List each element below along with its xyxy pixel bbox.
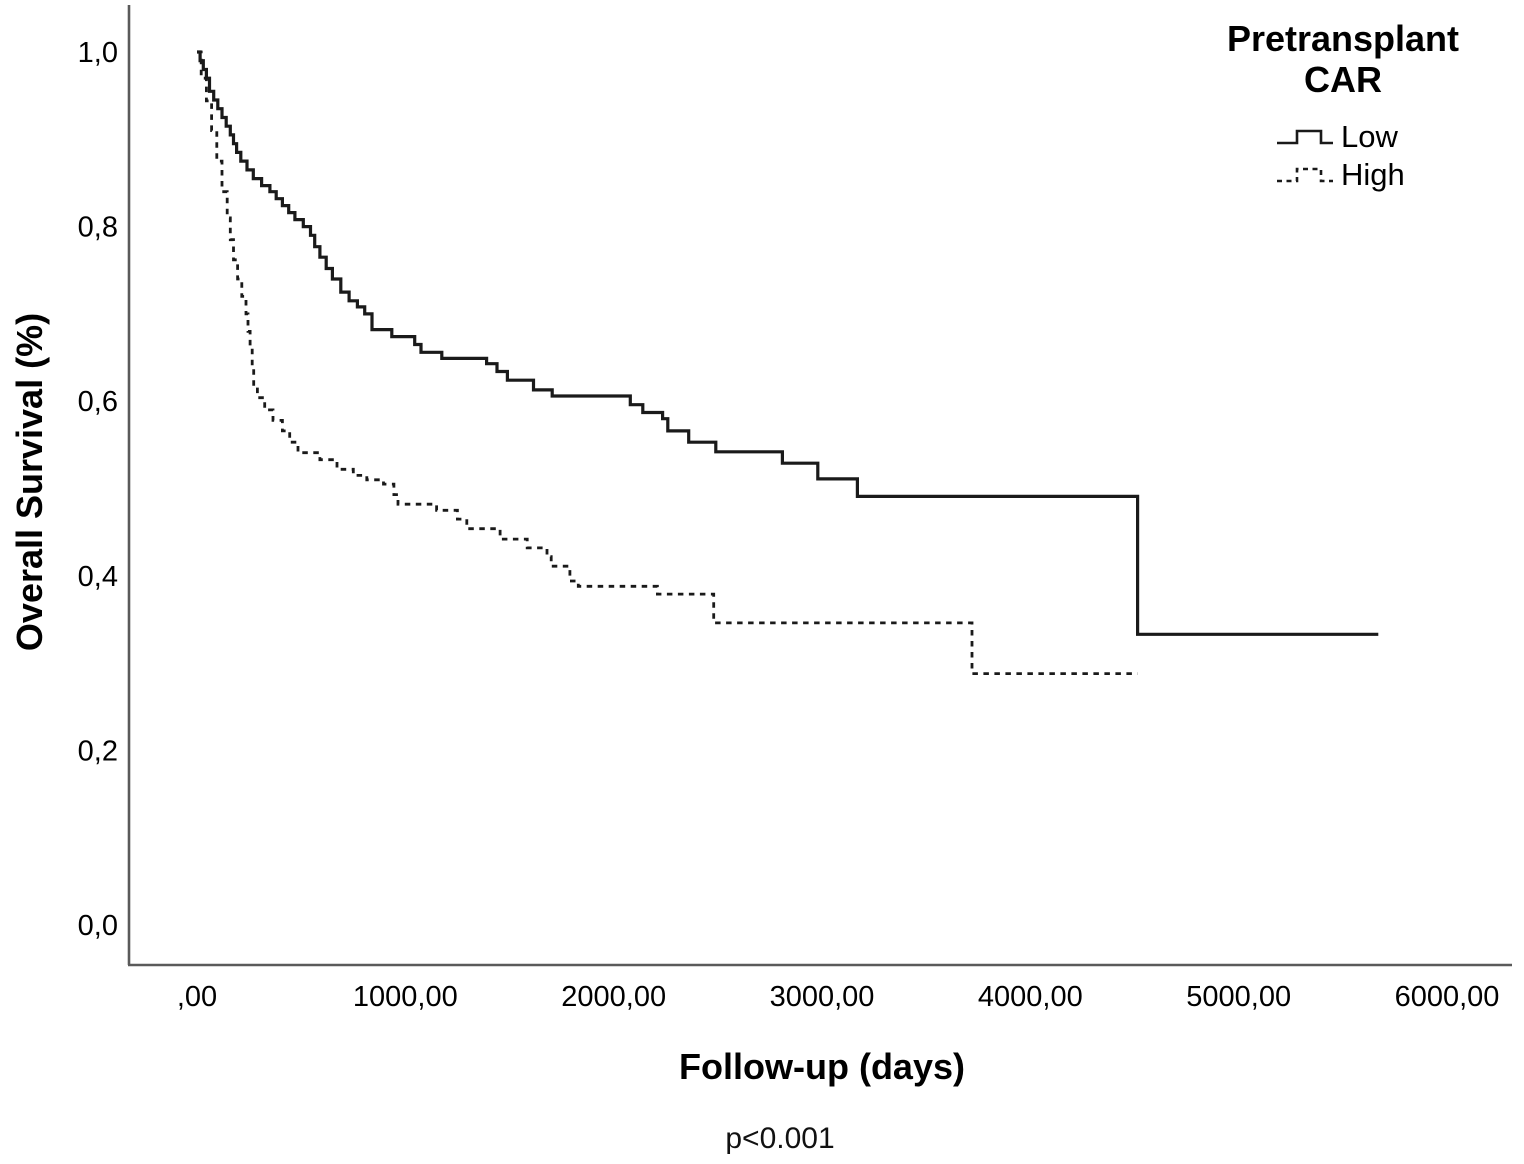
x-tick-label: 1000,00 <box>353 981 458 1013</box>
y-axis-title: Overall Survival (%) <box>9 312 50 652</box>
x-axis-title: Follow-up (days) <box>679 1046 965 1087</box>
legend-item-high: High <box>1275 156 1511 194</box>
legend-title-line1: Pretransplant <box>1226 18 1460 59</box>
x-tick-label: ,00 <box>177 981 217 1013</box>
x-tick-label: 3000,00 <box>770 981 875 1013</box>
legend: Pretransplant CAR Low High <box>1175 18 1511 194</box>
y-tick-label: 0,4 <box>78 561 118 593</box>
x-tick-label: 4000,00 <box>978 981 1083 1013</box>
legend-label: High <box>1341 157 1405 192</box>
x-tick-label: 2000,00 <box>561 981 666 1013</box>
x-tick-label: 5000,00 <box>1186 981 1291 1013</box>
y-tick-label: 0,8 <box>78 212 118 244</box>
legend-item-low: Low <box>1275 118 1511 156</box>
y-tick-label: 1,0 <box>78 37 118 69</box>
legend-label: Low <box>1341 119 1398 154</box>
legend-title-line2: CAR <box>1304 59 1382 100</box>
y-tick-label: 0,6 <box>78 386 118 418</box>
y-tick-label: 0,2 <box>78 735 118 767</box>
dashed-line-swatch-icon <box>1277 167 1333 183</box>
x-tick-label: 6000,00 <box>1395 981 1500 1013</box>
y-tick-label: 0,0 <box>78 910 118 942</box>
legend-items: Low High <box>1275 118 1511 194</box>
legend-title: Pretransplant CAR <box>1175 18 1511 100</box>
p-value-annotation: p<0.001 <box>725 1122 835 1155</box>
high-curve <box>197 50 1138 675</box>
low-curve <box>197 50 1379 636</box>
solid-line-swatch-icon <box>1277 129 1333 145</box>
